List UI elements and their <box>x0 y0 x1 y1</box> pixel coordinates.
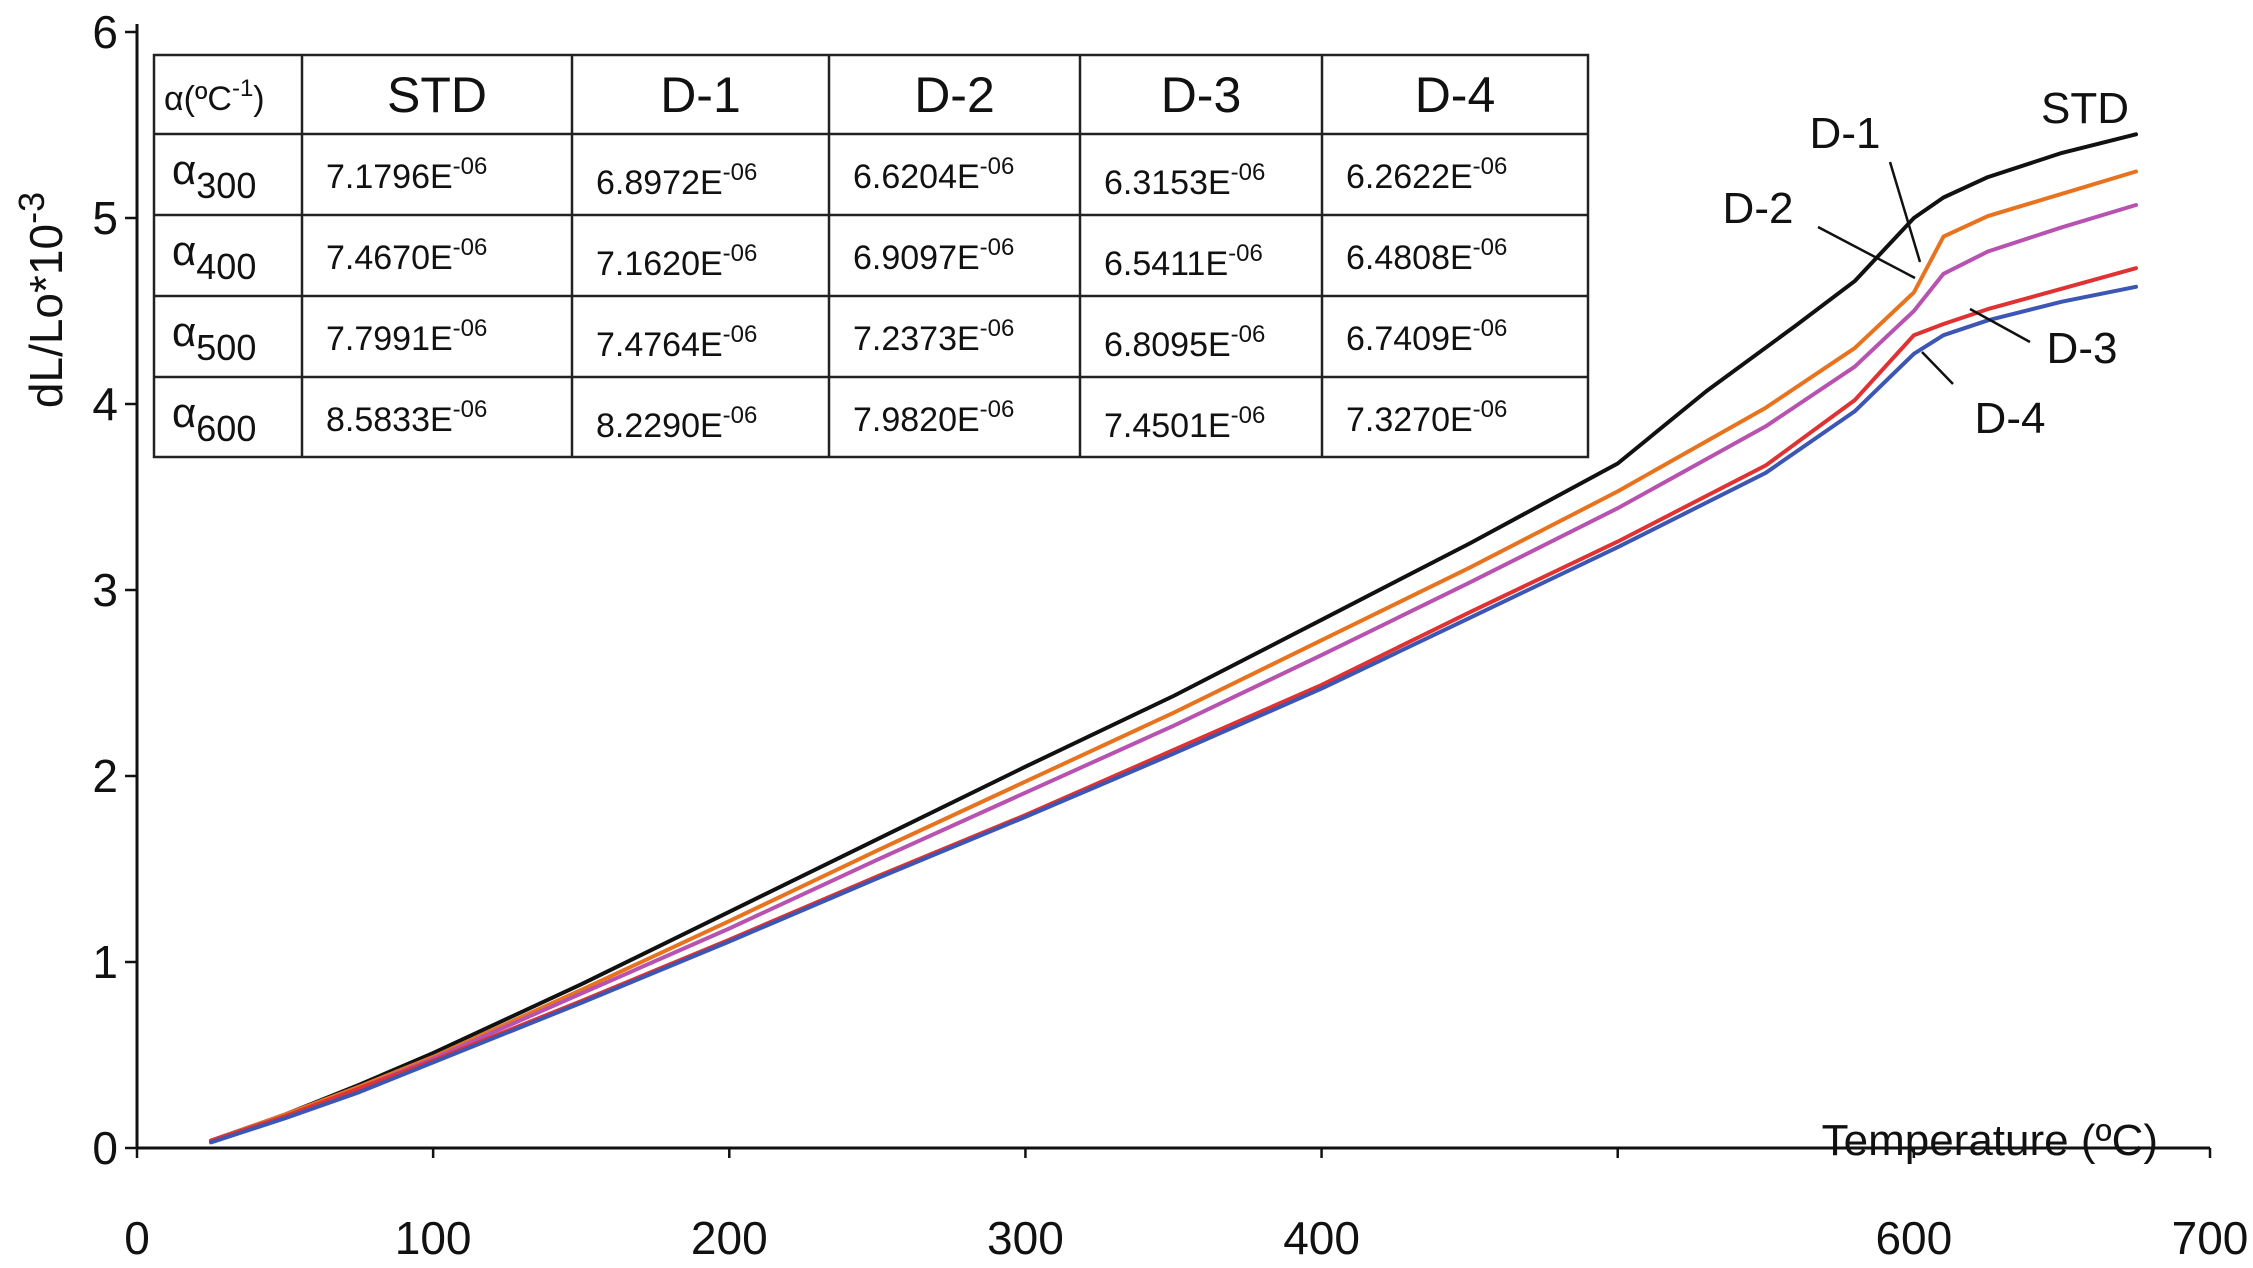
table-col-header: D-4 <box>1415 67 1496 123</box>
series-line-d-4 <box>209 284 2138 1145</box>
y-tick-label: 1 <box>92 936 118 988</box>
table-row-header: α400 <box>172 227 256 287</box>
table-cell: 6.4808E-06 <box>1346 234 1507 277</box>
series-labels: STD D-1 D-2 D-3D-4 <box>1723 84 2129 443</box>
y-tick-label: 5 <box>92 192 118 244</box>
table-cell: 7.9820E-06 <box>853 396 1014 439</box>
series-label-d-4: D-4 <box>1975 394 2046 443</box>
table-cell: 6.5411E-06 <box>1104 240 1263 283</box>
series-label-d-1: D-1 <box>1810 109 1881 158</box>
table-cell: 6.9097E-06 <box>853 234 1014 277</box>
table-cell: 7.3270E-06 <box>1346 396 1507 439</box>
table-col-header: STD <box>387 67 487 123</box>
x-tick-label: 100 <box>395 1212 472 1263</box>
leader-line-d-2 <box>1817 225 1916 280</box>
table-cell: 6.8095E-06 <box>1104 321 1265 364</box>
table-cell: 7.4501E-06 <box>1104 402 1265 445</box>
axes: 0 100 200 300 400 600 700 0 1 2 3 4 5 6 Temperature (º… <box>11 6 2249 1264</box>
leader-line-d-4 <box>1921 351 1954 385</box>
inset-table: α(ºC-1) STD D-1 D-2 D-3 D-4 α300 7.1796E-06 6.89… <box>152 53 1590 459</box>
table-row-header: α500 <box>172 308 256 368</box>
table-cell: 6.8972E-06 <box>596 159 757 202</box>
leader-line-d-1 <box>1888 161 1922 263</box>
y-tick-label: 0 <box>92 1122 118 1174</box>
table-cell: 6.6204E-06 <box>853 153 1014 196</box>
table-row-header: α600 <box>172 389 256 449</box>
x-tick-label: 300 <box>987 1212 1064 1263</box>
series-group <box>209 132 2138 1145</box>
table-col-header: D-1 <box>660 67 741 123</box>
table-col-header: D-2 <box>914 67 995 123</box>
x-tick-label: 0 <box>124 1212 150 1263</box>
table-cell: 7.1620E-06 <box>596 240 757 283</box>
y-tick-label: 3 <box>92 564 118 616</box>
x-tick-label: 600 <box>1875 1212 1952 1263</box>
table-row-header: α300 <box>172 146 256 206</box>
y-tick-label: 2 <box>92 750 118 802</box>
table-cell: 7.2373E-06 <box>853 315 1014 358</box>
table-cell: 6.7409E-06 <box>1346 315 1507 358</box>
y-tick-label: 4 <box>92 378 118 430</box>
y-axis-label: dL/Lo*10-3 <box>11 192 72 408</box>
series-line-std <box>209 132 2138 1143</box>
table-header-unit: α(ºC-1) <box>164 75 265 118</box>
table-cell: 8.5833E-06 <box>326 396 487 439</box>
series-label-d-2: D-2 <box>1723 184 1794 233</box>
table-cell: 7.1796E-06 <box>326 153 487 196</box>
table-frame <box>152 53 1590 459</box>
table-col-header: D-3 <box>1161 67 1242 123</box>
table-cell: 7.4764E-06 <box>596 321 757 364</box>
x-tick-label: 400 <box>1283 1212 1360 1263</box>
y-tick-label: 6 <box>92 6 118 58</box>
x-tick-label: 700 <box>2172 1212 2249 1263</box>
leader-line-d-3 <box>1969 307 2031 344</box>
series-label-d-3: D-3 <box>2047 324 2118 373</box>
x-tick-label: 200 <box>691 1212 768 1263</box>
table-cell: 6.3153E-06 <box>1104 159 1265 202</box>
table-cell: 7.4670E-06 <box>326 234 487 277</box>
table-cell: 8.2290E-06 <box>596 402 757 445</box>
table-cell: 6.2622E-06 <box>1346 153 1507 196</box>
series-label-std: STD <box>2041 84 2129 133</box>
x-axis-label: Temperature (ºC) <box>1822 1116 2158 1165</box>
table-cell: 7.7991E-06 <box>326 315 487 358</box>
